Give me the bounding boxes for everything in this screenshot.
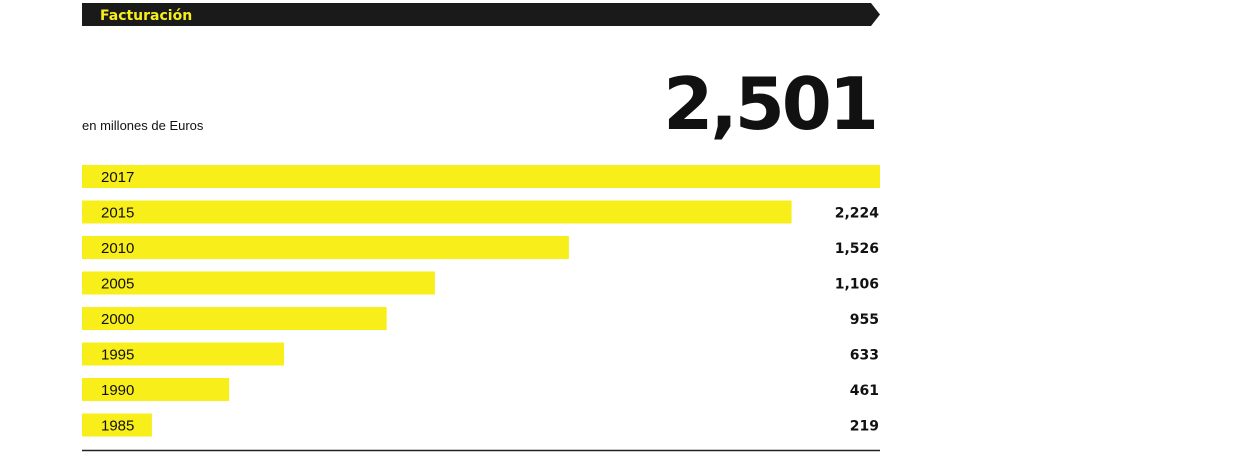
bar-category-label: 2000 [101,311,134,328]
bar-2005 [82,271,435,295]
bar-value-label: 461 [850,383,879,399]
bar-value-label: 955 [850,312,879,328]
bar-2000 [82,307,387,330]
bar-category-label: 2005 [101,276,134,293]
bar-1985 [82,413,152,437]
bar-value-label: 1,526 [835,241,879,257]
highlight-value: 2,501 [663,62,876,146]
bars-group: 2017 2015 2,224 2010 1,526 2005 1,106 2000 955 19… [82,165,880,437]
bar-2015 [82,200,792,224]
bar-category-label: 2015 [101,205,134,222]
bar-1995 [82,342,284,366]
bar-value-label: 219 [850,419,879,435]
bar-1990 [82,378,230,401]
bar-category-label: 2010 [101,240,134,257]
bar-category-label: 1990 [101,382,134,399]
bar-category-label: 2017 [101,169,134,186]
bar-2017 [82,165,880,188]
bar-2010 [82,236,569,259]
bar-value-label: 2,224 [835,206,880,222]
bar-category-label: 1995 [101,347,134,364]
header-banner [82,3,880,26]
chart-subtitle: en millones de Euros [82,118,204,133]
chart-title: Facturación [100,8,192,24]
bar-category-label: 1985 [101,418,134,435]
bar-value-label: 1,106 [835,277,879,293]
bar-value-label: 633 [850,348,879,364]
